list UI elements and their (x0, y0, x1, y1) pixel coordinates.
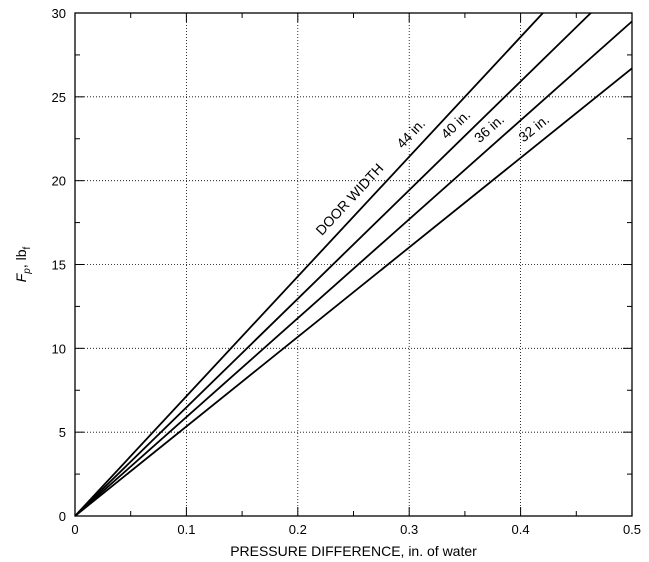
ticks: 0 0.1 0.2 0.3 0.4 0.5 0 5 10 15 20 25 30 (52, 6, 642, 537)
y-tick-label: 10 (52, 341, 66, 356)
y-axis-label: Fp, lbf (13, 246, 33, 282)
y-tick-label: 0 (59, 509, 66, 524)
y-tick-label: 15 (52, 258, 66, 273)
grid (75, 13, 632, 516)
series-line-36-in (74, 20, 633, 517)
x-tick-label: 0 (71, 522, 78, 537)
x-tick-label: 0.4 (512, 522, 530, 537)
x-tick-label: 0.5 (623, 522, 641, 537)
y-axis-label-main-sub: p (22, 268, 33, 275)
x-tick-label: 0.1 (177, 522, 195, 537)
y-axis-label-unit: , lb (13, 249, 29, 268)
series-label: 32 in. (515, 111, 552, 145)
y-tick-label: 20 (52, 174, 66, 189)
series-line-32-in (74, 67, 633, 517)
series-label: 36 in. (471, 111, 507, 146)
y-axis-label-unit-sub: f (22, 246, 33, 249)
y-axis-label-main: F (13, 272, 29, 282)
y-tick-label: 5 (59, 425, 66, 440)
x-tick-label: 0.2 (289, 522, 307, 537)
series-label: 40 in. (438, 106, 474, 141)
series-label: 44 in. (393, 115, 428, 151)
series-lines (74, 12, 633, 517)
x-axis-label: PRESSURE DIFFERENCE, in. of water (230, 543, 477, 559)
x-tick-label: 0.3 (400, 522, 418, 537)
series-line-44-in (74, 12, 544, 517)
y-tick-label: 25 (52, 90, 66, 105)
series-line-40-in (74, 12, 592, 517)
plot-frame (74, 12, 633, 517)
y-tick-label: 30 (52, 6, 66, 21)
door-width-heading: DOOR WIDTH (312, 160, 386, 238)
